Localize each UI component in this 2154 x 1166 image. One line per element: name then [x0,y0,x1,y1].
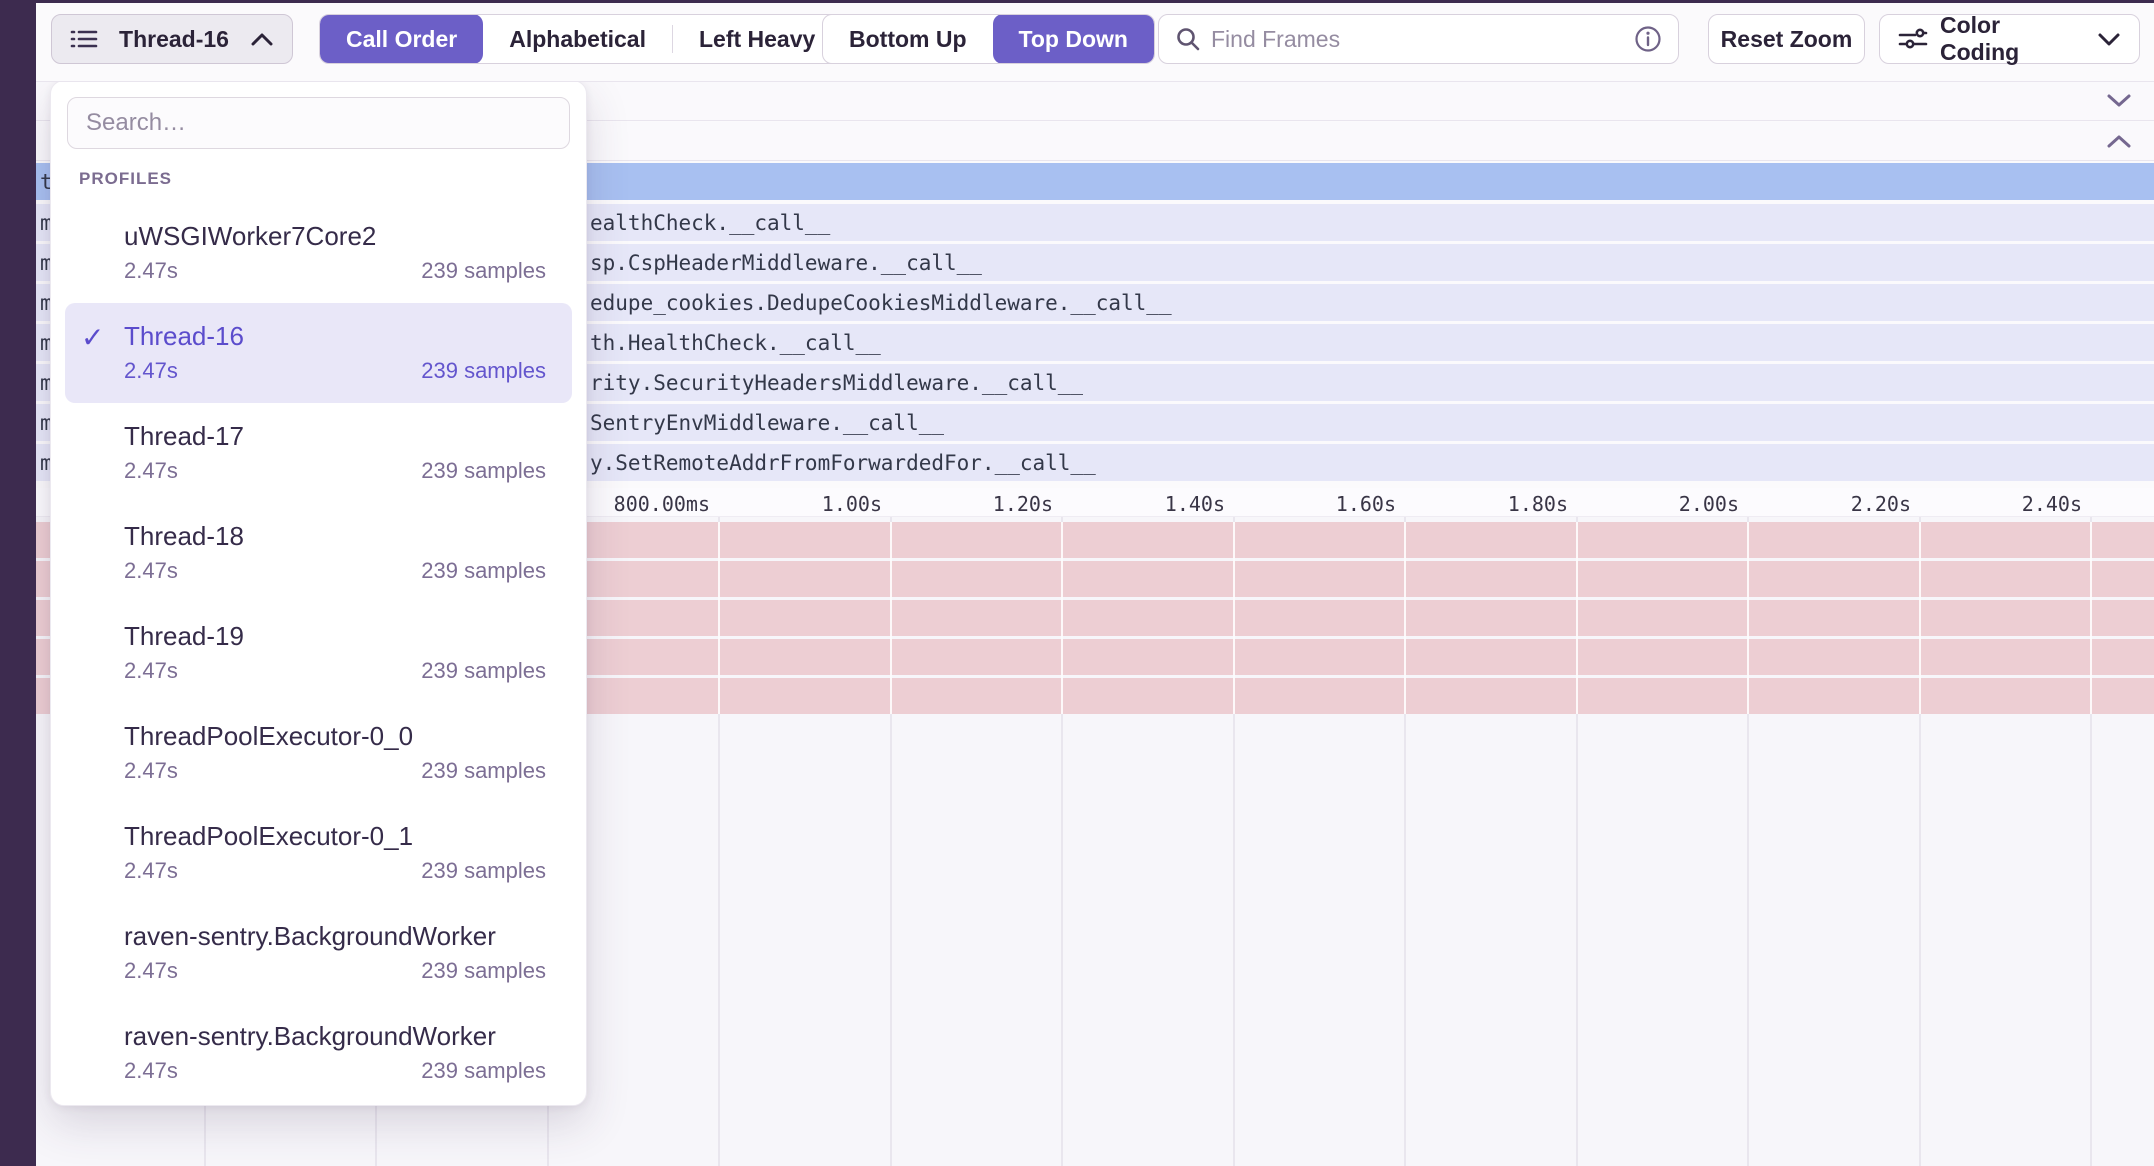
profile-item-raven-sentry-backgroundworker[interactable]: raven-sentry.BackgroundWorker 2.47s 239 sa… [65,1003,572,1103]
profile-item-thread-16[interactable]: ✓ Thread-16 2.47s 239 samples [65,303,572,403]
profile-sample-count: 239 samples [421,657,546,685]
profile-stats: 2.47s 239 samples [124,557,546,585]
profile-name: ThreadPoolExecutor-0_1 [124,819,546,853]
profile-item-uwsgiworker7core2[interactable]: uWSGIWorker7Core2 2.47s 239 samples [65,203,572,303]
profile-item-thread-19[interactable]: Thread-19 2.47s 239 samples [65,603,572,703]
profile-stats: 2.47s 239 samples [124,1057,546,1085]
profile-duration: 2.47s [124,757,178,785]
thread-selector-dropdown: PROFILES uWSGIWorker7Core2 2.47s 239 sampl… [50,80,587,1106]
profile-name: uWSGIWorker7Core2 [124,219,546,253]
thread-selector-button[interactable]: Thread-16 [51,14,293,64]
profile-item-thread-17[interactable]: Thread-17 2.47s 239 samples [65,403,572,503]
checkmark-icon: ✓ [81,321,104,354]
segment-left-heavy[interactable]: Left Heavy [673,14,841,64]
window-top-border [0,0,2154,3]
segment-call-order[interactable]: Call Order [320,14,483,64]
frame-name-fragment: ealthCheck.__call__ [590,211,830,235]
axis-tick-label: 2.00s [1679,492,1739,516]
sliders-icon [1898,27,1928,51]
sort-order-segmented-control: Call OrderAlphabeticalLeft Heavy [319,14,842,64]
axis-tick-label: 1.60s [1336,492,1396,516]
profile-stats: 2.47s 239 samples [124,357,546,385]
profile-name: Thread-19 [124,619,546,653]
profile-sample-count: 239 samples [421,957,546,985]
axis-tick-label: 1.40s [1165,492,1225,516]
profile-duration: 2.47s [124,357,178,385]
profile-sample-count: 239 samples [421,557,546,585]
segment-top-down[interactable]: Top Down [993,14,1154,64]
color-coding-button[interactable]: Color Coding [1879,14,2140,64]
frame-name-fragment: rity.SecurityHeadersMiddleware.__call__ [590,371,1083,395]
dropdown-search-input[interactable] [67,97,570,149]
frame-name-fragment: y.SetRemoteAddrFromForwardedFor.__call__ [590,451,1096,475]
profile-stats: 2.47s 239 samples [124,757,546,785]
axis-tick-label: 1.20s [993,492,1053,516]
find-frames-searchbox[interactable] [1158,14,1679,64]
profiler-toolbar: Thread-16 Call OrderAlphabeticalLeft Hea… [36,3,2154,82]
app-sidebar-collapsed [0,0,36,1166]
chevron-down-icon [2097,32,2121,47]
dropdown-search-wrap [51,81,586,149]
profile-sample-count: 239 samples [421,857,546,885]
reset-zoom-label: Reset Zoom [1721,26,1853,53]
axis-tick-label: 800.00ms [614,492,710,516]
profile-duration: 2.47s [124,557,178,585]
profile-sample-count: 239 samples [421,257,546,285]
segment-bottom-up[interactable]: Bottom Up [823,14,993,64]
find-frames-input[interactable] [1211,26,1624,53]
frame-name-fragment: th.HealthCheck.__call__ [590,331,881,355]
profile-name: Thread-17 [124,419,546,453]
frame-name-fragment: edupe_cookies.DedupeCookiesMiddleware.__… [590,291,1172,315]
chevron-up-icon[interactable] [2106,133,2132,149]
profile-sample-count: 239 samples [421,1057,546,1085]
search-icon [1175,26,1201,52]
profile-stats: 2.47s 239 samples [124,257,546,285]
info-icon[interactable] [1634,25,1662,53]
profiles-section-label: PROFILES [79,169,586,189]
reset-zoom-button[interactable]: Reset Zoom [1708,14,1865,64]
axis-tick-label: 2.40s [2022,492,2082,516]
axis-tick-label: 1.00s [822,492,882,516]
chevron-down-icon[interactable] [2106,93,2132,109]
profile-name: Thread-18 [124,519,546,553]
segment-alphabetical[interactable]: Alphabetical [483,14,672,64]
profile-name: raven-sentry.BackgroundWorker [124,919,546,953]
profile-name: raven-sentry.BackgroundWorker [124,1019,546,1053]
profile-item-raven-sentry-backgroundworker[interactable]: raven-sentry.BackgroundWorker 2.47s 239 sa… [65,903,572,1003]
profile-sample-count: 239 samples [421,457,546,485]
profile-stats: 2.47s 239 samples [124,657,546,685]
color-coding-label: Color Coding [1940,12,2085,66]
profile-stats: 2.47s 239 samples [124,857,546,885]
profile-item-threadpoolexecutor-0-0[interactable]: ThreadPoolExecutor-0_0 2.47s 239 samples [65,703,572,803]
profile-duration: 2.47s [124,257,178,285]
profile-sample-count: 239 samples [421,357,546,385]
profile-item-threadpoolexecutor-0-1[interactable]: ThreadPoolExecutor-0_1 2.47s 239 samples [65,803,572,903]
profile-duration: 2.47s [124,957,178,985]
profile-duration: 2.47s [124,1057,178,1085]
profile-item-thread-18[interactable]: Thread-18 2.47s 239 samples [65,503,572,603]
axis-tick-label: 1.80s [1508,492,1568,516]
profile-duration: 2.47s [124,657,178,685]
profile-duration: 2.47s [124,857,178,885]
thread-list-icon [70,27,98,51]
profile-stats: 2.47s 239 samples [124,457,546,485]
frame-name-fragment: sp.CspHeaderMiddleware.__call__ [590,251,982,275]
profile-name: ThreadPoolExecutor-0_0 [124,719,546,753]
profile-name: Thread-16 [124,319,546,353]
frame-name-fragment: SentryEnvMiddleware.__call__ [590,411,944,435]
chevron-up-icon [250,32,274,47]
profiles-list: uWSGIWorker7Core2 2.47s 239 samples ✓ Thread… [51,203,586,1103]
thread-selector-label: Thread-16 [98,26,250,53]
profile-stats: 2.47s 239 samples [124,957,546,985]
direction-segmented-control: Bottom UpTop Down [822,14,1155,64]
profile-sample-count: 239 samples [421,757,546,785]
profile-duration: 2.47s [124,457,178,485]
profiler-flamegraph-page: tmealthCheck.__call__msp.CspHeaderMiddle… [0,0,2154,1166]
axis-tick-label: 2.20s [1851,492,1911,516]
